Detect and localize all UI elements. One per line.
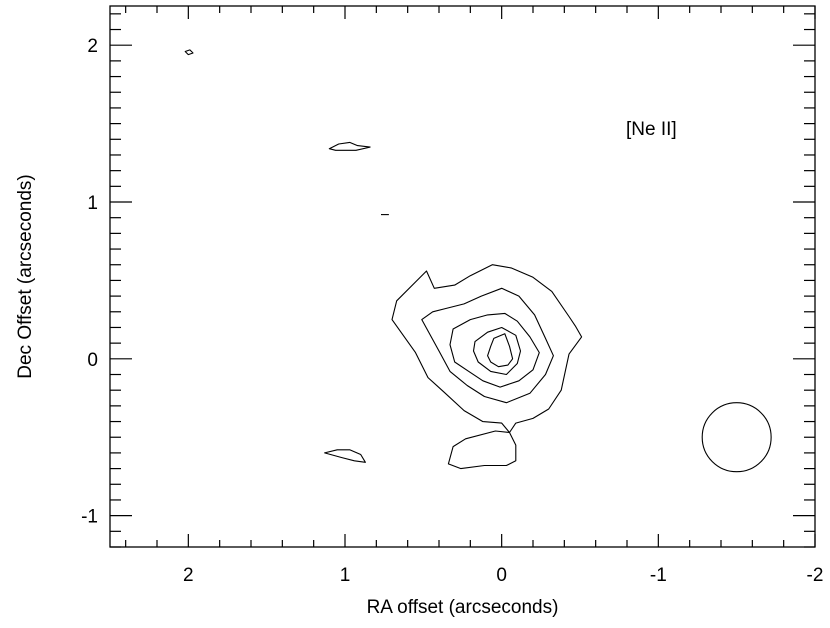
contour-level-3 [449, 312, 540, 388]
x-axis-label: RA offset (arcseconds) [367, 597, 559, 618]
x-tick-label: -2 [807, 565, 824, 586]
y-axis-label: Dec Offset (arcseconds) [15, 174, 36, 379]
plot-frame [109, 5, 816, 548]
y-tick-label: 2 [87, 36, 98, 57]
y-tick-label: 1 [87, 193, 98, 214]
contour-level-4 [472, 326, 522, 376]
contour-level-1 [184, 49, 194, 56]
axis-ticks [110, 6, 816, 548]
annotation-label: [Ne II] [626, 119, 677, 140]
contour-level-1 [324, 449, 366, 463]
contour-level-1 [391, 264, 583, 470]
x-tick-label: 2 [183, 565, 194, 586]
contour-lines [184, 49, 583, 470]
beam-ellipse-group [701, 402, 772, 473]
tick-labels: 2 1 0 -1 -2 -1 0 1 2 [81, 36, 823, 586]
x-tick-label: -1 [650, 565, 667, 586]
x-tick-label: 0 [496, 565, 507, 586]
contour-level-1 [328, 141, 371, 151]
y-tick-label: 0 [87, 350, 98, 371]
contour-level-2 [421, 287, 554, 404]
y-tick-label: -1 [81, 507, 98, 528]
x-tick-label: 1 [340, 565, 351, 586]
beam-ellipse [701, 402, 772, 473]
contour-level-5 [487, 333, 514, 368]
